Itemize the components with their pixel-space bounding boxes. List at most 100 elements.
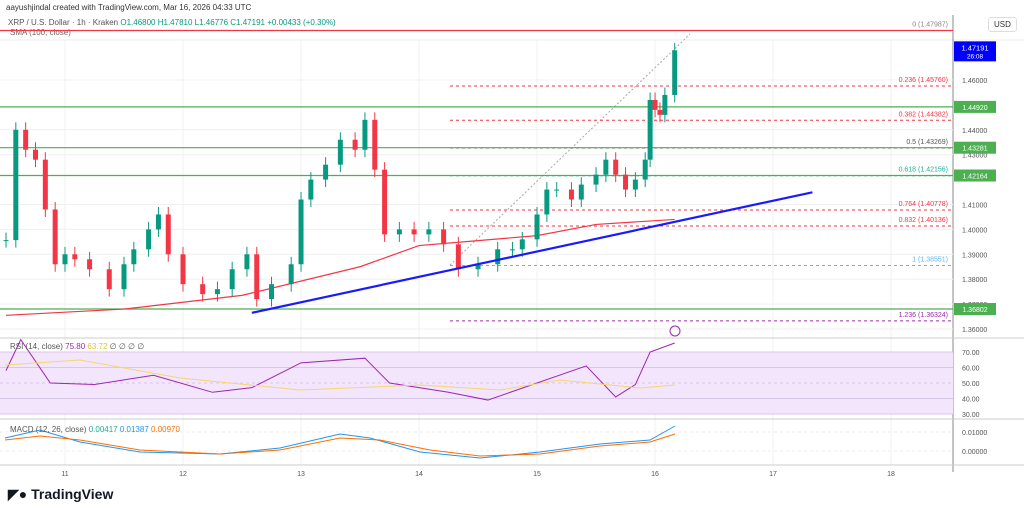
fib-level-label: 0.382 (1.44382) [899, 111, 948, 118]
candle-body [269, 284, 275, 300]
candle-body [3, 240, 9, 242]
price-tick: 1.44000 [962, 128, 987, 135]
fib-trend-line [449, 33, 691, 266]
macd-label[interactable]: MACD (12, 26, close) [10, 425, 87, 434]
price-change: +0.00433 (+0.30%) [267, 18, 336, 27]
rsi-tick: 60.00 [962, 366, 980, 373]
macd-tick: 0.00000 [962, 449, 987, 456]
fib-level-label: 0.236 (1.45760) [899, 77, 948, 84]
candle-body [642, 159, 648, 180]
candle-body [647, 99, 653, 160]
candle-body [298, 199, 304, 265]
level-price-label: 1.36802 [962, 307, 987, 314]
candle-body [662, 94, 668, 115]
candle-body [13, 129, 19, 241]
rsi-label[interactable]: RSI (14, close) [10, 342, 63, 351]
macd-tick: 0.01000 [962, 430, 987, 437]
candle-body [87, 259, 93, 270]
candle-body [165, 214, 171, 255]
time-tick: 11 [61, 471, 68, 478]
candle-body [455, 244, 461, 270]
candle-body [337, 139, 343, 165]
candle-body [372, 119, 378, 170]
level-price-tag [954, 100, 996, 113]
candle-body [578, 184, 584, 200]
current-price-tag [954, 41, 996, 62]
candle-body [623, 174, 629, 190]
candle-body [672, 50, 678, 95]
rsi-tick: 40.00 [962, 397, 980, 404]
candle-body [52, 209, 58, 265]
macd-hist-value: 0.00417 [88, 425, 118, 434]
candle-body [362, 119, 368, 150]
sma-legend[interactable]: SMA (100, close) [10, 28, 71, 37]
level-price-label: 1.42164 [962, 174, 987, 181]
level-price-label: 1.43281 [962, 146, 987, 153]
current-price-label: 1.47191 [961, 43, 988, 52]
candle-body [396, 229, 402, 235]
candle-body [146, 229, 152, 250]
time-tick: 13 [297, 471, 305, 478]
price-tick: 1.38000 [962, 277, 987, 284]
price-tick: 1.41000 [962, 203, 987, 210]
rsi-value: 75.80 [65, 342, 86, 351]
candle-body [254, 254, 260, 300]
ohlc-close: C1.47191 [230, 18, 265, 27]
candle-body [214, 289, 220, 295]
candle-body [544, 189, 550, 215]
ohlc-open: O1.46800 [120, 18, 156, 27]
macd-legend: MACD (12, 26, close) 0.00417 0.01387 0.0… [10, 425, 180, 434]
candle-body [554, 189, 560, 191]
credit-text: aayushjindal created with TradingView.co… [6, 3, 252, 12]
time-tick: 12 [179, 471, 187, 478]
candle-body [288, 264, 294, 285]
candle-body [426, 229, 432, 235]
fib-level-label: 1 (1.38551) [912, 256, 948, 263]
candle-body [72, 254, 78, 260]
candle-body [131, 249, 137, 265]
ohlc-high: H1.47810 [157, 18, 193, 27]
candle-body [652, 99, 658, 110]
tradingview-logo[interactable]: ◤● TradingView [8, 486, 113, 503]
time-tick: 17 [769, 471, 777, 478]
rsi-tick: 30.00 [962, 412, 980, 419]
candle-body [593, 174, 599, 185]
candle-body [62, 254, 68, 265]
candle-body [23, 129, 29, 150]
candle-body [382, 169, 388, 235]
rsi-line [5, 338, 675, 401]
level-price-label: 1.44920 [962, 105, 987, 112]
candle-body [411, 229, 417, 235]
candle-body [308, 179, 314, 200]
macd-line [4, 425, 676, 459]
time-tick: 15 [533, 471, 541, 478]
candle-body [441, 229, 447, 245]
alert-flash-icon [669, 325, 681, 337]
candle-body [121, 264, 127, 290]
time-tick: 18 [887, 471, 895, 478]
trend-line [251, 191, 813, 314]
rsi-tick: 50.00 [962, 381, 980, 388]
fib-level-label: 1.236 (1.36324) [899, 312, 948, 319]
logo-text: TradingView [31, 486, 114, 502]
candle-body [42, 159, 48, 210]
price-tick: 1.43000 [962, 153, 987, 160]
rsi-legend: RSI (14, close) 75.80 63.72 ∅ ∅ ∅ ∅ [10, 342, 144, 351]
fib-level-label: 0.618 (1.42156) [899, 167, 948, 174]
logo-icon: ◤● [8, 486, 28, 502]
candle-body [180, 254, 186, 285]
candle-body [475, 264, 481, 270]
candle-body [155, 214, 161, 230]
candle-body [106, 269, 112, 290]
price-tick: 1.39000 [962, 252, 987, 259]
price-tick: 1.40000 [962, 227, 987, 234]
candle-body [229, 269, 235, 290]
symbol-name[interactable]: XRP / U.S. Dollar · 1h · Kraken [8, 18, 119, 27]
macd-signal-value: 0.00970 [151, 425, 180, 434]
candle-body [495, 249, 501, 265]
currency-button[interactable]: USD [988, 17, 1017, 32]
rsi-ma-line [4, 359, 676, 391]
time-tick: 16 [651, 471, 659, 478]
candle-body [657, 109, 663, 115]
